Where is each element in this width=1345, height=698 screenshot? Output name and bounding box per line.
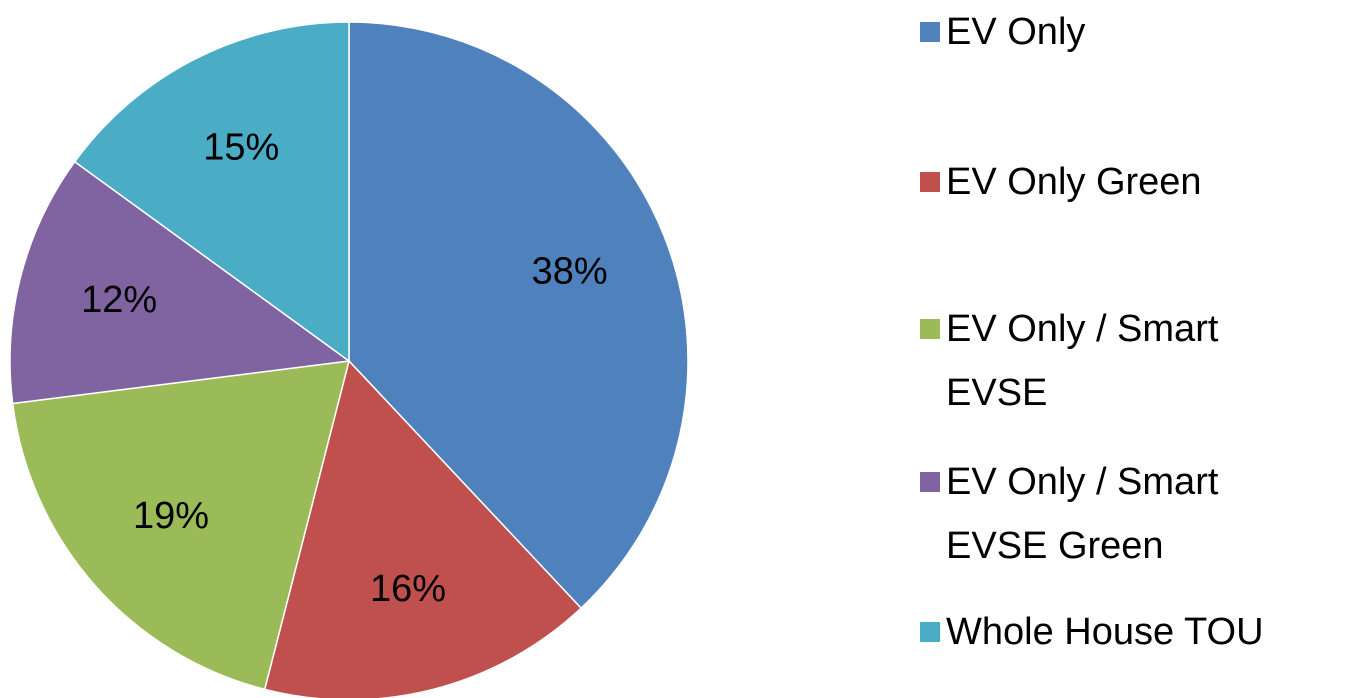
- legend-item: EV Only Green: [920, 150, 1290, 214]
- legend-label: Whole House TOU: [946, 611, 1264, 653]
- legend-label: EV Only: [946, 11, 1086, 53]
- data-label: 15%: [203, 127, 279, 169]
- legend-item: EV Only / Smart EVSE Green: [920, 450, 1290, 578]
- legend-swatch: [920, 22, 940, 42]
- pie-slice: [11, 360, 351, 691]
- data-label: 16%: [370, 568, 446, 610]
- legend-swatch: [920, 622, 940, 642]
- legend-swatch: [920, 319, 940, 339]
- pie-slice: [263, 359, 583, 698]
- legend-item: EV Only / Smart EVSE: [920, 297, 1290, 425]
- legend-swatch: [920, 472, 940, 492]
- data-label: 12%: [81, 279, 157, 321]
- legend-label: EV Only / Smart EVSE: [946, 308, 1219, 414]
- data-label: 19%: [133, 495, 209, 537]
- legend-item: Whole House TOU: [920, 600, 1290, 664]
- data-label: 38%: [532, 251, 608, 293]
- pie-slice: [348, 21, 689, 610]
- pie-slice: [9, 160, 351, 405]
- legend-item: EV Only: [920, 0, 1290, 64]
- pie-slice: [73, 21, 350, 363]
- legend-label: EV Only Green: [946, 161, 1202, 203]
- legend-swatch: [920, 172, 940, 192]
- legend-label: EV Only / Smart EVSE Green: [946, 461, 1219, 567]
